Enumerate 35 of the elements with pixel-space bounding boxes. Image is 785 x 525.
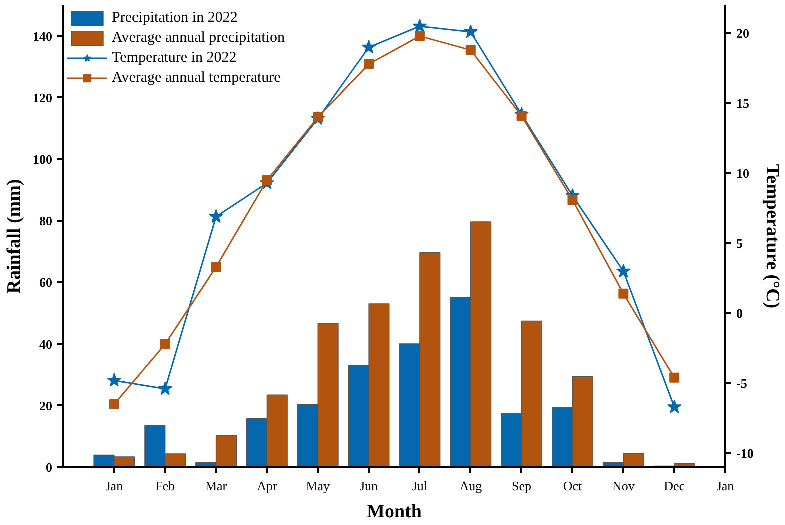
y-tick-label: 60 [40,275,52,290]
x-tick-label: Jan [106,478,124,494]
y2-tick-label: 20 [736,26,750,41]
y-tick-label: 40 [40,336,52,352]
y2-tick-label: -5 [736,376,748,391]
x-axis-title: Month [367,502,422,522]
y2-tick-label: 10 [736,166,750,181]
x-tick-label: Apr [257,478,278,494]
x-tick-label: Sep [512,478,532,494]
y-tick-label: 20 [40,398,52,414]
y2-axis-title: Temperature (°C) [762,164,783,309]
x-tick-label: Oct [563,478,583,494]
y-axis-title: Rainfall (mm) [4,179,25,294]
y2-tick-label: -10 [736,446,754,461]
x-tick-label: Jan [716,478,735,494]
x-tick-label: Feb [156,478,176,494]
x-tick-label: Dec [664,478,686,494]
x-tick-label: May [306,478,331,494]
y-tick-label: 0 [46,460,52,475]
y-tick-label: 140 [33,28,52,44]
x-tick-label: Mar [205,478,228,494]
x-tick-label: Nov [612,478,636,494]
legend-label: Temperature in 2022 [112,50,237,66]
x-tick-label: Jul [412,478,428,494]
y-tick-label: 100 [33,152,52,167]
legend-label: Precipitation in 2022 [112,10,238,26]
x-tick-label: Aug [460,478,483,494]
y-tick-label: 80 [40,214,52,229]
y2-tick-label: 5 [736,236,744,251]
x-tick-label: Jun [360,478,379,494]
y-tick-label: 120 [33,90,52,106]
legend-label: Average annual precipitation [112,30,285,46]
y2-tick-label: 0 [736,306,743,321]
y2-tick-label: 15 [736,96,750,111]
legend-label: Average annual temperature [112,70,281,86]
